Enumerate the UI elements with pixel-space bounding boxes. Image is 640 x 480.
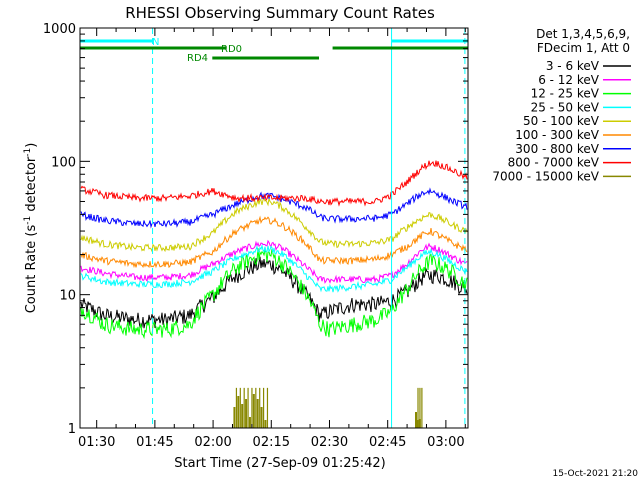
x-axis-title: Start Time (27-Sep-09 01:25:42) [174, 456, 385, 471]
series-3-6-kev-line [80, 256, 468, 329]
series-6-12-kev-line [80, 239, 468, 284]
x-tick-label: 02:15 [253, 435, 290, 450]
series-300-800-kev-line [80, 187, 468, 229]
x-tick-label: 01:30 [78, 435, 115, 450]
y-tick-label: 1 [68, 422, 76, 437]
annotation-layer: N RD0 RD4 [79, 28, 468, 428]
x-tick-label: 02:00 [194, 435, 231, 450]
x-tick-label: 02:45 [369, 435, 406, 450]
n-label: N [152, 37, 159, 48]
series-50-100-kev-line [80, 197, 468, 253]
chart-title: RHESSI Observing Summary Count Rates [125, 4, 435, 22]
y-axis: 1 10 100 1000 [43, 22, 468, 437]
legend-label-50-100-kev: 50 - 100 keV [523, 114, 600, 128]
series-25-50-kev-line [80, 243, 468, 293]
x-tick-label: 02:30 [311, 435, 348, 450]
legend-label-300-800-kev: 300 - 800 keV [515, 142, 599, 156]
y-tick-label: 100 [51, 155, 76, 170]
rd4-label: RD4 [187, 53, 208, 64]
series-layer [80, 160, 468, 428]
legend-label-7000-15000-kev: 7000 - 15000 keV [492, 169, 599, 183]
footer-timestamp: 15-Oct-2021 21:20 [553, 469, 639, 479]
y-tick-label: 1000 [43, 22, 76, 37]
plot-frame [79, 27, 469, 429]
series-7000-15000-kev [233, 387, 423, 428]
legend: Det 1,3,4,5,6,9, FDecim 1, Att 0 3 - 6 k… [492, 27, 631, 183]
x-axis: 01:30 01:45 02:00 02:15 02:30 02:45 03:00 [78, 28, 466, 450]
legend-label-12-25-kev: 12 - 25 keV [531, 87, 600, 101]
legend-label-800-7000-kev: 800 - 7000 keV [508, 156, 600, 170]
series-12-25-kev-line [80, 248, 468, 340]
series-800-7000-kev-line [80, 160, 468, 207]
legend-header-line-1: Det 1,3,4,5,6,9, [536, 27, 630, 41]
legend-header-line-2: FDecim 1, Att 0 [537, 41, 630, 55]
legend-label-100-300-kev: 100 - 300 keV [515, 128, 599, 142]
rd0-label: RD0 [221, 44, 242, 55]
y-axis-title: Count Rate (s-1 detector-1) [23, 143, 39, 314]
y-tick-label: 10 [59, 289, 76, 304]
legend-label-25-50-kev: 25 - 50 keV [531, 100, 600, 114]
x-tick-label: 03:00 [427, 435, 464, 450]
series-100-300-kev-line [80, 215, 468, 269]
x-tick-label: 01:45 [136, 435, 173, 450]
legend-label-6-12-kev: 6 - 12 keV [538, 73, 600, 87]
legend-label-3-6-kev: 3 - 6 keV [546, 59, 600, 73]
